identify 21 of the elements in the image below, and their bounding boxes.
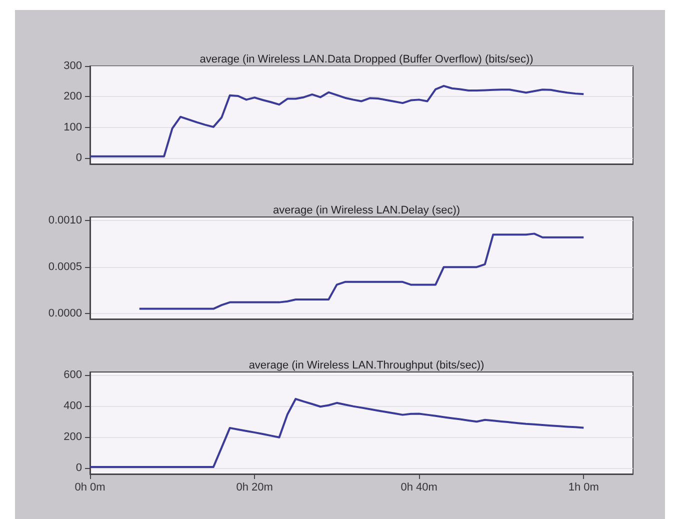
y-tick-label: 200 <box>64 430 82 443</box>
line-series <box>138 232 585 310</box>
y-tick-label: 200 <box>64 90 82 103</box>
y-tick-label: 0 <box>76 152 82 164</box>
y-tick-label: 600 <box>64 369 82 382</box>
chart-title: average (in Wireless LAN.Throughput (bits/sec)) <box>248 360 484 372</box>
y-tick-label: 100 <box>64 121 82 134</box>
line-series <box>89 398 585 468</box>
x-tick-label: 1h 0m <box>568 482 599 494</box>
x-tick-label: 0h 20m <box>236 482 273 494</box>
chart-title: average (in Wireless LAN.Delay (sec)) <box>272 204 460 216</box>
y-tick-label: 0.0005 <box>48 261 82 274</box>
x-tick-label: 0h 0m <box>74 482 106 494</box>
line-series <box>89 84 585 158</box>
y-tick-label: 400 <box>64 400 82 412</box>
y-tick-label: 300 <box>64 60 82 72</box>
y-tick-label: 0 <box>76 462 82 474</box>
y-tick-label: 0.0010 <box>48 214 82 227</box>
x-tick-label: 0h 40m <box>400 482 438 494</box>
chart-title: average (in Wireless LAN.Data Dropped (Buffer Overflow) (bits/sec)) <box>200 54 534 66</box>
y-tick-label: 0.0000 <box>48 307 82 320</box>
